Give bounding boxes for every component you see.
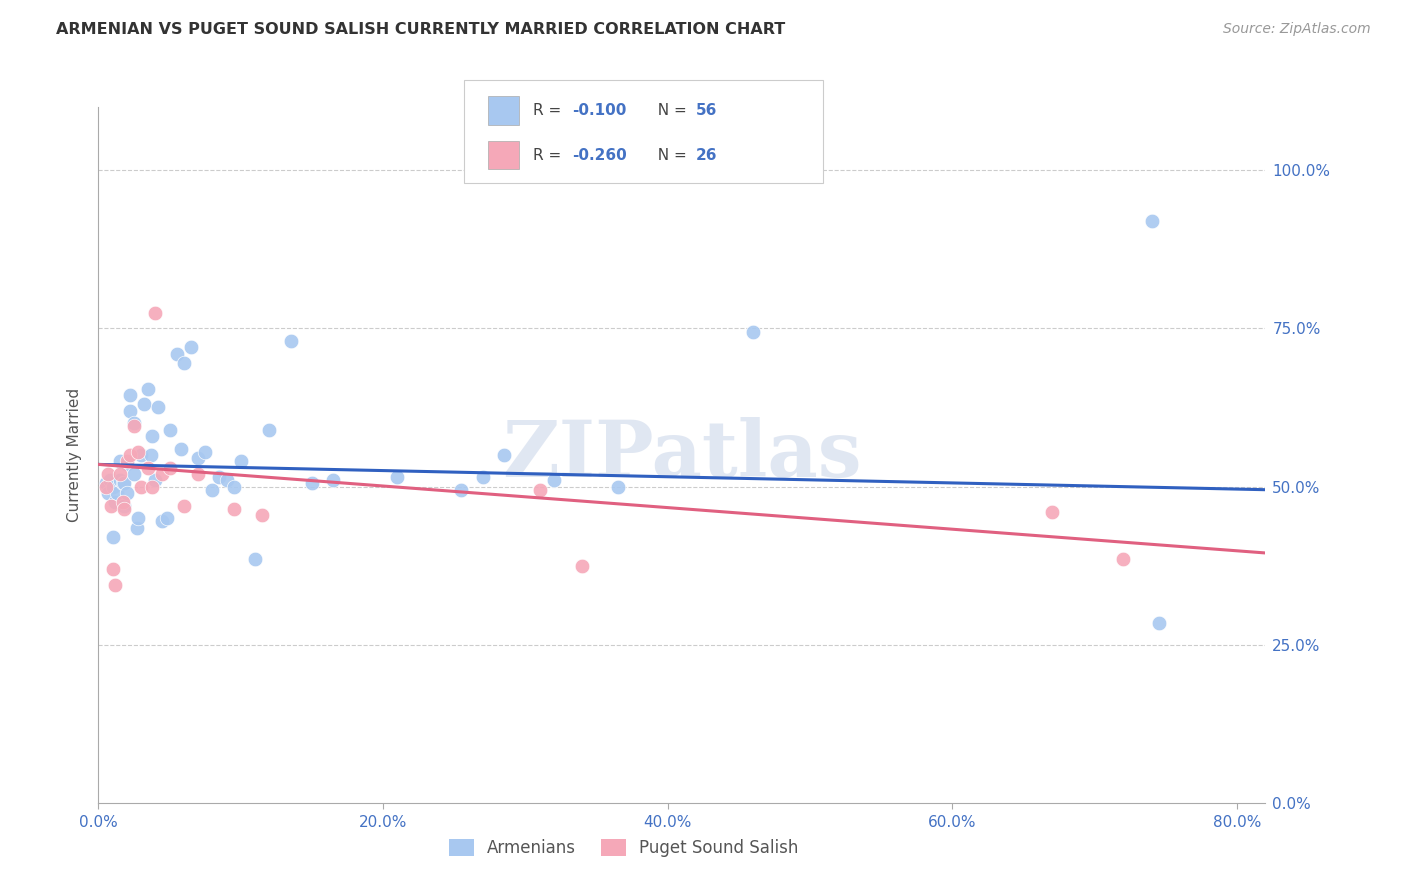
Text: -0.100: -0.100 — [572, 103, 627, 118]
Point — [97, 486, 120, 500]
Point — [450, 483, 472, 497]
Point — [148, 401, 170, 415]
Point — [243, 552, 266, 566]
Point — [173, 356, 195, 370]
Point — [108, 467, 131, 481]
Point — [170, 442, 193, 456]
Point — [104, 495, 127, 509]
Point — [141, 429, 163, 443]
Point — [1140, 214, 1163, 228]
Point — [122, 417, 145, 431]
Point — [152, 514, 174, 528]
Point — [280, 334, 302, 348]
Point — [257, 423, 280, 437]
Point — [122, 419, 145, 434]
Point — [118, 388, 141, 402]
Point — [492, 448, 515, 462]
Text: R =: R = — [533, 148, 567, 162]
Point — [1147, 615, 1170, 630]
Point — [115, 458, 138, 472]
Text: ZIPatlas: ZIPatlas — [502, 417, 862, 493]
Point — [187, 451, 209, 466]
Point — [166, 347, 188, 361]
Point — [112, 476, 135, 491]
Point — [112, 501, 135, 516]
Point — [127, 444, 149, 458]
Point — [111, 495, 134, 509]
Point — [143, 305, 166, 319]
Point — [101, 562, 124, 576]
Point — [387, 470, 409, 484]
Point — [222, 479, 245, 493]
Point — [139, 448, 162, 462]
Point — [215, 473, 238, 487]
Point — [98, 473, 121, 487]
Point — [97, 467, 120, 481]
Point — [742, 325, 765, 339]
Point — [115, 454, 138, 468]
Text: ARMENIAN VS PUGET SOUND SALISH CURRENTLY MARRIED CORRELATION CHART: ARMENIAN VS PUGET SOUND SALISH CURRENTLY… — [56, 22, 786, 37]
Text: Source: ZipAtlas.com: Source: ZipAtlas.com — [1223, 22, 1371, 37]
Point — [100, 499, 122, 513]
Point — [129, 448, 152, 462]
Point — [105, 486, 128, 500]
Point — [187, 467, 209, 481]
Point — [1112, 552, 1135, 566]
Point — [194, 444, 217, 458]
Point — [118, 403, 141, 417]
Point — [112, 499, 135, 513]
Point — [129, 479, 152, 493]
Text: -0.260: -0.260 — [572, 148, 627, 162]
Point — [136, 460, 159, 475]
Point — [606, 479, 628, 493]
Point — [156, 511, 179, 525]
Point — [143, 473, 166, 487]
Point — [108, 473, 131, 487]
Legend: Armenians, Puget Sound Salish: Armenians, Puget Sound Salish — [441, 832, 806, 864]
Text: R =: R = — [533, 103, 567, 118]
Text: 56: 56 — [696, 103, 717, 118]
Point — [159, 423, 181, 437]
Point — [111, 476, 134, 491]
Point — [115, 486, 138, 500]
Point — [529, 483, 551, 497]
Point — [108, 454, 131, 468]
Point — [152, 467, 174, 481]
Point — [173, 499, 195, 513]
Point — [159, 460, 181, 475]
Point — [122, 467, 145, 481]
Point — [94, 476, 117, 491]
Point — [229, 454, 252, 468]
Point — [108, 473, 131, 487]
Point — [132, 397, 155, 411]
Y-axis label: Currently Married: Currently Married — [67, 388, 83, 522]
Point — [101, 479, 124, 493]
Text: N =: N = — [648, 148, 692, 162]
Point — [118, 448, 141, 462]
Point — [201, 483, 224, 497]
Point — [136, 382, 159, 396]
Point — [301, 476, 323, 491]
Point — [208, 470, 231, 484]
Point — [322, 473, 344, 487]
Text: N =: N = — [648, 103, 692, 118]
Point — [180, 340, 202, 354]
Point — [471, 470, 494, 484]
Point — [94, 479, 117, 493]
Point — [543, 473, 565, 487]
Point — [104, 577, 127, 591]
Point — [101, 530, 124, 544]
Point — [222, 501, 245, 516]
Text: 26: 26 — [696, 148, 717, 162]
Point — [141, 479, 163, 493]
Point — [125, 521, 148, 535]
Point — [127, 511, 149, 525]
Point — [250, 508, 273, 522]
Point — [571, 558, 593, 573]
Point — [1040, 505, 1063, 519]
